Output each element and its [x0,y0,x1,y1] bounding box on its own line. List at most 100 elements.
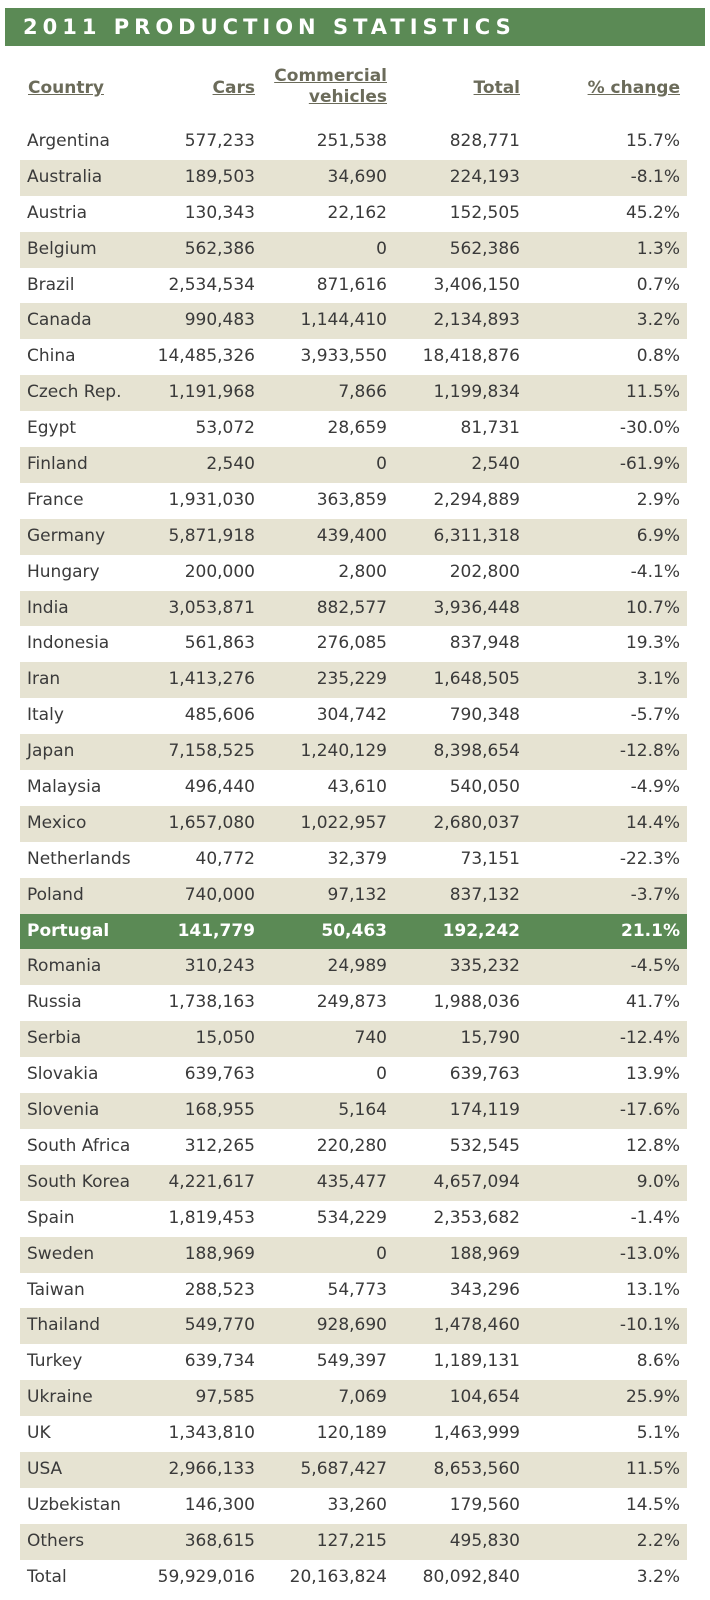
pct-change-cell: 5.1% [636,1423,680,1444]
table-header: Country Cars Commercial vehicles Total %… [20,64,687,114]
total-cell: 837,132 [449,884,520,905]
table-row: UK 1,343,810 120,189 1,463,999 5.1% [20,1416,687,1452]
pct-change-cell: 45.2% [625,202,680,223]
total-cell: 1,478,460 [433,1315,520,1336]
pct-change-cell: 14.4% [625,812,680,833]
cars-cell: 639,763 [184,1064,255,1085]
commercial-cell: 43,610 [327,777,387,798]
country-cell: Czech Rep. [27,382,122,403]
total-cell: 837,948 [449,633,520,654]
pct-change-cell: -5.7% [630,705,680,726]
commercial-cell: 7,069 [338,1387,387,1408]
commercial-cell: 0 [376,1243,387,1264]
total-cell: 80,092,840 [422,1566,520,1587]
country-cell: Russia [27,992,82,1013]
pct-change-cell: 3.2% [636,310,680,331]
country-cell: Belgium [27,238,97,259]
commercial-cell: 235,229 [316,669,387,690]
table-row: Malaysia 496,440 43,610 540,050 -4.9% [20,770,687,806]
table-row: Portugal 141,779 50,463 192,242 21.1% [20,913,687,950]
pct-change-cell: 11.5% [625,382,680,403]
total-cell: 73,151 [460,848,520,869]
total-cell: 2,294,889 [433,489,520,510]
table-row: South Korea 4,221,617 435,477 4,657,094 9.0% [20,1164,687,1201]
pct-change-cell: -12.8% [619,741,680,762]
total-cell: 562,386 [449,238,520,259]
cars-cell: 577,233 [184,131,255,151]
header-pct-change[interactable]: % change [587,78,680,98]
country-cell: Mexico [27,812,87,833]
total-cell: 540,050 [449,777,520,798]
commercial-cell: 439,400 [316,525,387,546]
pct-change-cell: 11.5% [625,1458,680,1479]
table-row: Turkey 639,734 549,397 1,189,131 8.6% [20,1344,687,1380]
country-cell: Sweden [27,1243,95,1264]
table-row: South Africa 312,265 220,280 532,545 12.8% [20,1129,687,1165]
cars-cell: 990,483 [184,310,255,331]
pct-change-cell: 0.8% [636,346,680,367]
commercial-cell: 1,144,410 [300,310,387,331]
commercial-cell: 5,164 [338,1100,387,1121]
header-cars[interactable]: Cars [212,78,255,98]
table-row: China 14,485,326 3,933,550 18,418,876 0.8% [20,339,687,375]
commercial-cell: 882,577 [316,597,387,618]
commercial-cell: 20,163,824 [289,1566,387,1587]
country-cell: Iran [27,669,61,690]
country-cell: Taiwan [27,1279,85,1300]
total-cell: 790,348 [449,705,520,726]
commercial-cell: 3,933,550 [300,346,387,367]
total-cell: 335,232 [449,956,520,977]
cars-cell: 188,969 [184,1243,255,1264]
total-cell: 188,969 [449,1243,520,1264]
cars-cell: 1,819,453 [168,1207,255,1228]
table-row: Serbia 15,050 740 15,790 -12.4% [20,1021,687,1058]
country-cell: Hungary [27,561,100,582]
country-cell: Indonesia [27,633,110,654]
cars-cell: 1,191,968 [168,382,255,403]
total-cell: 192,242 [442,920,520,941]
header-total[interactable]: Total [473,78,520,98]
cars-cell: 1,413,276 [168,669,255,690]
cars-cell: 200,000 [184,561,255,582]
total-cell: 2,353,682 [433,1207,520,1228]
total-cell: 15,790 [460,1028,520,1049]
commercial-cell: 97,132 [327,884,387,905]
cars-cell: 3,053,871 [168,597,255,618]
table-row: India 3,053,871 882,577 3,936,448 10.7% [20,590,687,627]
table-row: Hungary 200,000 2,800 202,800 -4.1% [20,555,687,591]
cars-cell: 15,050 [195,1028,255,1049]
page-title: 2011 PRODUCTION STATISTICS [5,8,705,46]
table-row: Thailand 549,770 928,690 1,478,460 -10.1% [20,1308,687,1345]
commercial-cell: 50,463 [321,920,387,941]
country-cell: Ukraine [27,1387,93,1408]
total-cell: 2,540 [471,454,520,475]
cars-cell: 97,585 [195,1387,255,1408]
country-cell: Canada [27,310,92,331]
table-row: Netherlands 40,772 32,379 73,151 -22.3% [20,842,687,878]
country-cell: Uzbekistan [27,1494,121,1515]
country-cell: Egypt [27,418,77,439]
header-commercial-vehicles[interactable]: Commercial vehicles [274,66,387,108]
cars-cell: 310,243 [184,956,255,977]
pct-change-cell: -22.3% [619,848,680,869]
cars-cell: 5,871,918 [168,525,255,546]
pct-change-cell: -1.4% [630,1207,680,1228]
country-cell: Italy [27,705,64,726]
country-cell: UK [27,1423,51,1444]
pct-change-cell: 21.1% [621,920,680,941]
cars-cell: 1,738,163 [168,992,255,1013]
total-cell: 224,193 [449,166,520,187]
country-cell: Argentina [27,131,110,151]
pct-change-cell: -61.9% [619,454,680,475]
cars-cell: 740,000 [184,884,255,905]
total-cell: 343,296 [449,1279,520,1300]
header-country[interactable]: Country [28,78,104,98]
pct-change-cell: 14.5% [625,1494,680,1515]
cars-cell: 562,386 [184,238,255,259]
cars-cell: 168,955 [184,1100,255,1121]
cars-cell: 2,534,534 [168,274,255,295]
pct-change-cell: 25.9% [625,1387,680,1408]
commercial-cell: 276,085 [316,633,387,654]
pct-change-cell: 19.3% [625,633,680,654]
cars-cell: 141,779 [177,920,255,941]
